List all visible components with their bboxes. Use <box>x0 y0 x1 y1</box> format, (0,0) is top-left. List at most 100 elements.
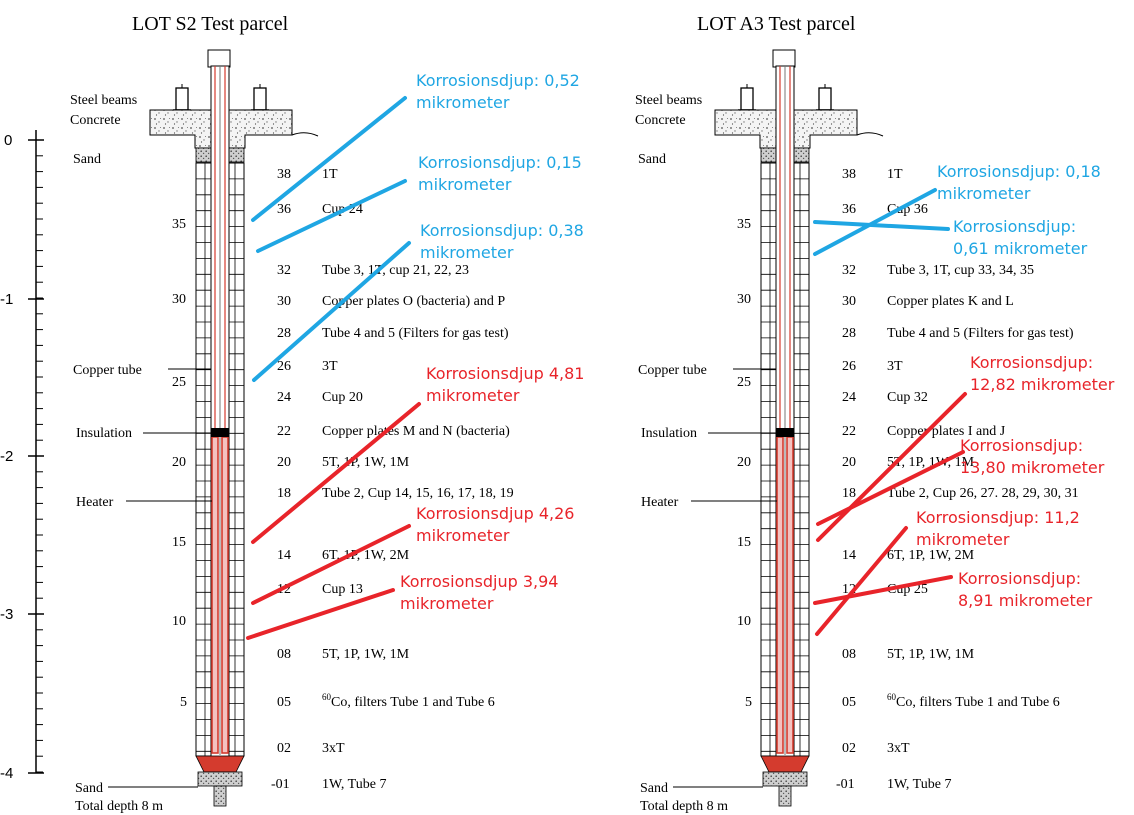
label-insulation: Insulation <box>641 426 697 441</box>
annotation-line <box>256 179 407 253</box>
corrosion-annotation: Korrosionsdjup: 0,61 mikrometer <box>813 217 1088 258</box>
item-number: 36 <box>842 202 856 217</box>
annotation-line <box>815 526 908 636</box>
item-number: 18 <box>277 486 291 501</box>
label-copper-tube: Copper tube <box>638 363 707 378</box>
item-number: 08 <box>277 647 291 662</box>
annotation-line <box>816 450 965 526</box>
item-description: Cup 20 <box>322 390 363 405</box>
bottom-stem <box>213 785 227 807</box>
item-description: Copper plates K and L <box>887 294 1014 309</box>
item-number: 22 <box>277 424 291 439</box>
corrosion-annotation: Korrosionsdjup: 0,52 mikrometer <box>251 71 580 222</box>
item-description: 1W, Tube 7 <box>887 777 951 792</box>
corrosion-annotation: Korrosionsdjup: 0,15 mikrometer <box>256 153 582 253</box>
block-number-label: 5 <box>180 695 187 710</box>
block-number-label: 5 <box>745 695 752 710</box>
ground-line <box>856 132 884 137</box>
item-number: 24 <box>842 390 856 405</box>
annotation-text: Korrosionsdjup: <box>958 569 1081 588</box>
annotation-text: Korrosionsdjup: 11,2 <box>916 508 1080 527</box>
label-concrete: Concrete <box>635 113 686 128</box>
annotation-text: 0,61 mikrometer <box>953 239 1088 258</box>
block-number-label: 20 <box>737 455 751 470</box>
steel-beam-bolt-icon <box>251 84 269 111</box>
item-number: 02 <box>277 741 291 756</box>
item-description: 3xT <box>322 741 345 756</box>
parcel-A3: LOT A3 Test parcel Steel beams Concrete San… <box>635 13 1115 814</box>
top-cap <box>207 49 231 68</box>
heater-element <box>211 436 219 754</box>
item-description: 5T, 1P, 1W, 1M <box>322 455 410 470</box>
annotation-text: mikrometer <box>416 526 510 545</box>
item-number: 32 <box>277 263 291 278</box>
annotation-line <box>813 188 937 256</box>
item-number: 05 <box>842 695 856 710</box>
item-number: 02 <box>842 741 856 756</box>
annotation-text: 8,91 mikrometer <box>958 591 1093 610</box>
item-number: 30 <box>277 294 291 309</box>
item-number: 28 <box>277 326 291 341</box>
label-heater: Heater <box>76 495 114 510</box>
corrosion-annotation: Korrosionsdjup 3,94 mikrometer <box>246 572 558 640</box>
block-number-label: 35 <box>172 217 186 232</box>
item-description: Tube 3, 1T, cup 33, 34, 35 <box>887 263 1034 278</box>
annotation-line <box>251 402 421 544</box>
annotation-text: 12,82 mikrometer <box>970 375 1115 394</box>
item-number: 14 <box>277 548 291 563</box>
item-number: 36 <box>277 202 291 217</box>
item-description: Tube 4 and 5 (Filters for gas test) <box>887 326 1074 341</box>
annotation-line <box>246 588 395 640</box>
annotation-text: mikrometer <box>418 175 512 194</box>
annotation-text: Korrosionsdjup 3,94 <box>400 572 558 591</box>
item-description: 3xT <box>887 741 910 756</box>
corrosion-annotation: Korrosionsdjup 4,81 mikrometer <box>251 364 584 544</box>
annotation-line <box>252 241 411 382</box>
top-cap <box>772 49 796 68</box>
item-description: 60Co, filters Tube 1 and Tube 6 <box>322 692 495 710</box>
annotation-line <box>813 575 953 605</box>
steel-beam-bolt-icon <box>816 84 834 111</box>
item-description: Tube 4 and 5 (Filters for gas test) <box>322 326 509 341</box>
item-description: 6T, 1P, 1W, 2M <box>887 548 975 563</box>
block-number-label: 35 <box>737 217 751 232</box>
label-steel-beams: Steel beams <box>635 93 702 108</box>
annotation-text: Korrosionsdjup: 0,38 <box>420 221 584 240</box>
annotation-text: Korrosionsdjup: 0,15 <box>418 153 582 172</box>
item-description: Cup 32 <box>887 390 928 405</box>
item-description: Copper plates M and N (bacteria) <box>322 424 510 439</box>
annotation-text: Korrosionsdjup: <box>960 436 1083 455</box>
item-number: 26 <box>277 359 291 374</box>
block-number-label: 15 <box>172 535 186 550</box>
annotation-text: mikrometer <box>916 530 1010 549</box>
parcel-title: LOT S2 Test parcel <box>132 13 289 35</box>
label-steel-beams: Steel beams <box>70 93 137 108</box>
steel-beam-bolt-icon <box>738 84 756 111</box>
corrosion-annotation: Korrosionsdjup 4,26 mikrometer <box>251 504 574 605</box>
item-description: Tube 2, Cup 14, 15, 16, 17, 18, 19 <box>322 486 514 501</box>
item-description: 5T, 1P, 1W, 1M <box>887 647 975 662</box>
corrosion-annotation: Korrosionsdjup: 0,18 mikrometer <box>813 162 1101 256</box>
item-number: 38 <box>277 167 291 182</box>
insulation-block <box>776 428 794 437</box>
corrosion-annotation: Korrosionsdjup: 11,2 mikrometer <box>815 508 1080 636</box>
depth-tick-label: -4 <box>0 765 13 782</box>
label-concrete: Concrete <box>70 113 121 128</box>
label-copper-tube: Copper tube <box>73 363 142 378</box>
label-sand-bottom: Sand <box>640 781 668 796</box>
annotation-line <box>816 392 967 542</box>
corrosion-annotation: Korrosionsdjup: 8,91 mikrometer <box>813 569 1093 610</box>
heater-element <box>221 436 229 754</box>
parcel-title: LOT A3 Test parcel <box>697 13 856 35</box>
corrosion-annotation: Korrosionsdjup: 13,80 mikrometer <box>816 436 1105 526</box>
item-number: 22 <box>842 424 856 439</box>
item-description: 3T <box>887 359 903 374</box>
item-number: 20 <box>277 455 291 470</box>
label-total-depth: Total depth 8 m <box>75 799 163 814</box>
label-heater: Heater <box>641 495 679 510</box>
item-description: 1T <box>322 167 338 182</box>
item-number: 26 <box>842 359 856 374</box>
bottom-plug <box>760 755 810 773</box>
annotation-line <box>251 524 411 605</box>
item-description: 1W, Tube 7 <box>322 777 386 792</box>
